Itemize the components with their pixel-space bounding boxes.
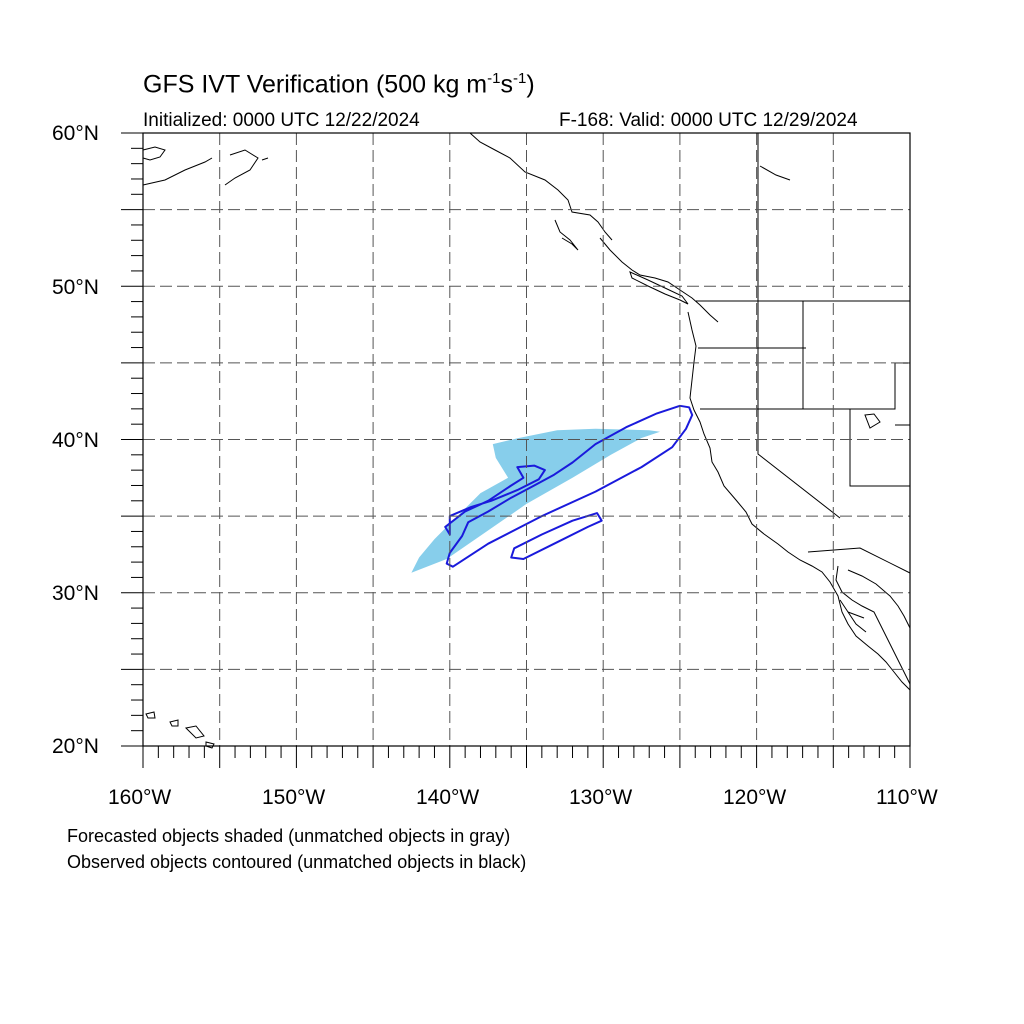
alaska-panhandle-coastline xyxy=(469,132,613,241)
observed-ivt-contour-1 xyxy=(445,404,694,568)
title-mid: s xyxy=(500,70,513,99)
observed-legend-note: Observed objects contoured (unmatched ob… xyxy=(67,852,527,872)
lon-label-160w: 160°W xyxy=(108,786,172,809)
lon-label-150w: 150°W xyxy=(262,786,326,809)
observed-contour-layer xyxy=(444,404,694,568)
forecast-legend-note: Forecasted objects shaded (unmatched obj… xyxy=(67,826,511,846)
vancouver-island-coastline xyxy=(629,271,689,305)
lat-label-60n: 60°N xyxy=(52,122,99,145)
lon-label-130w: 130°W xyxy=(569,786,633,809)
pacific-coastline xyxy=(687,311,911,691)
gulf-coastline xyxy=(847,569,911,629)
coastline-layer xyxy=(142,132,911,749)
hawaii-islands xyxy=(145,711,215,749)
title-main: GFS IVT Verification (500 kg m xyxy=(143,70,488,99)
lat-label-30n: 30°N xyxy=(52,582,99,605)
lat-label-40n: 40°N xyxy=(52,429,99,452)
title-exponent-1: -1 xyxy=(487,70,501,87)
lat-label-20n: 20°N xyxy=(52,735,99,758)
bc-islands-coastline xyxy=(554,219,719,323)
initialized-time: Initialized: 0000 UTC 12/22/2024 xyxy=(143,110,420,131)
map-title: GFS IVT Verification (500 kg m-1s-1) xyxy=(143,70,535,99)
lat-label-50n: 50°N xyxy=(52,276,99,299)
title-end: ) xyxy=(526,70,535,99)
baja-california-coastline xyxy=(835,565,911,685)
grid-lines xyxy=(143,133,910,746)
state-boundaries xyxy=(698,133,911,574)
forecast-object-layer xyxy=(411,428,660,573)
inland-lakes xyxy=(759,165,881,619)
lon-label-120w: 120°W xyxy=(723,786,787,809)
alaska-coastline xyxy=(142,146,269,186)
observed-ivt-contour-3 xyxy=(444,464,546,536)
axis-ticks xyxy=(121,132,911,768)
lon-label-110w: 110°W xyxy=(876,786,938,809)
valid-time: F-168: Valid: 0000 UTC 12/29/2024 xyxy=(559,110,858,131)
forecast-ivt-object xyxy=(411,428,660,573)
title-exponent-2: -1 xyxy=(512,70,527,87)
observed-ivt-contour-2 xyxy=(510,512,603,560)
lon-label-140w: 140°W xyxy=(416,786,480,809)
